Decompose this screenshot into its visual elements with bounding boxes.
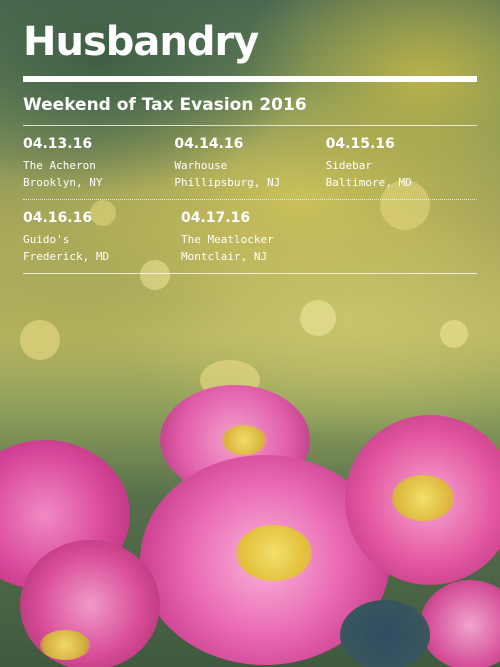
show-date: 04.13.16 xyxy=(23,136,93,152)
show-city: Baltimore, MD xyxy=(325,176,412,189)
show-date: 04.14.16 xyxy=(174,136,244,152)
top-divider xyxy=(23,125,477,126)
row-divider xyxy=(23,199,477,200)
show-row: 04.16.16 Guido's Frederick, MD 04.17.16 … xyxy=(23,200,477,273)
show-item: 04.16.16 Guido's Frederick, MD xyxy=(23,210,181,265)
tour-title: Weekend of Tax Evasion 2016 xyxy=(23,95,307,115)
show-venue: The Acheron xyxy=(23,159,96,172)
show-date: 04.15.16 xyxy=(325,136,395,152)
show-item: 04.14.16 Warhouse Phillipsburg, NJ xyxy=(174,136,325,191)
show-city: Montclair, NJ xyxy=(181,250,268,263)
show-city: Brooklyn, NY xyxy=(23,176,103,189)
show-item: 04.17.16 The Meatlocker Montclair, NJ xyxy=(181,210,339,265)
show-row: 04.13.16 The Acheron Brooklyn, NY 04.14.… xyxy=(23,126,477,199)
show-item: 04.15.16 Sidebar Baltimore, MD xyxy=(326,136,477,191)
show-venue: Sidebar xyxy=(325,159,373,172)
show-date: 04.16.16 xyxy=(23,210,93,226)
show-venue: The Meatlocker xyxy=(181,233,274,246)
show-city: Frederick, MD xyxy=(23,250,110,263)
show-venue: Guido's xyxy=(23,233,70,246)
show-item: 04.13.16 The Acheron Brooklyn, NY xyxy=(23,136,174,191)
band-name: Husbandry xyxy=(23,19,259,65)
show-date: 04.17.16 xyxy=(181,210,251,226)
show-venue: Warhouse xyxy=(174,159,228,172)
show-city: Phillipsburg, NJ xyxy=(174,176,281,189)
bottom-divider xyxy=(23,273,477,274)
tour-info: Husbandry Weekend of Tax Evasion 2016 04… xyxy=(23,18,477,274)
header-divider xyxy=(23,76,477,82)
